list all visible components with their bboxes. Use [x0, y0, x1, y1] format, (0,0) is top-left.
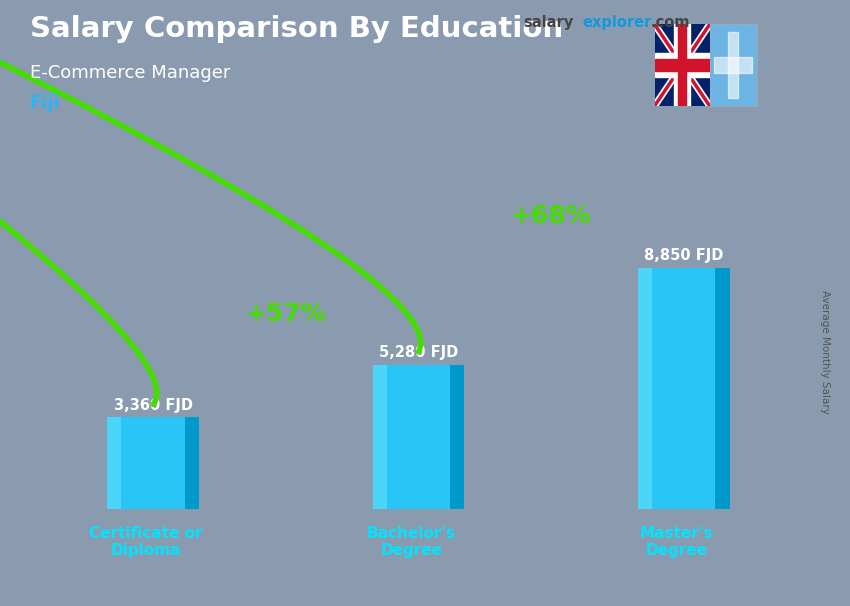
Polygon shape: [654, 53, 710, 78]
Bar: [638, 268, 716, 509]
Text: 8,850 FJD: 8,850 FJD: [644, 248, 723, 263]
Text: +68%: +68%: [511, 204, 592, 228]
Polygon shape: [714, 57, 751, 73]
Polygon shape: [677, 24, 688, 106]
Bar: [107, 418, 122, 509]
Polygon shape: [678, 24, 686, 106]
Text: salary: salary: [523, 15, 573, 30]
Text: .com: .com: [650, 15, 689, 30]
Text: Salary Comparison By Education: Salary Comparison By Education: [30, 15, 563, 43]
Polygon shape: [654, 57, 710, 73]
Text: 3,360 FJD: 3,360 FJD: [114, 398, 193, 413]
Bar: [372, 365, 450, 509]
Polygon shape: [654, 61, 703, 69]
Bar: [372, 365, 387, 509]
Text: E-Commerce Manager: E-Commerce Manager: [30, 64, 230, 82]
Polygon shape: [674, 24, 690, 106]
Bar: [107, 418, 185, 509]
Text: Average Monthly Salary: Average Monthly Salary: [820, 290, 830, 413]
Text: explorer: explorer: [582, 15, 652, 30]
Polygon shape: [716, 268, 729, 509]
Text: +57%: +57%: [246, 302, 326, 326]
Text: Fiji: Fiji: [30, 94, 60, 112]
Polygon shape: [185, 418, 199, 509]
Polygon shape: [728, 33, 738, 98]
Polygon shape: [654, 59, 710, 72]
Text: 5,280 FJD: 5,280 FJD: [379, 345, 458, 360]
Polygon shape: [450, 365, 464, 509]
Bar: [638, 268, 652, 509]
